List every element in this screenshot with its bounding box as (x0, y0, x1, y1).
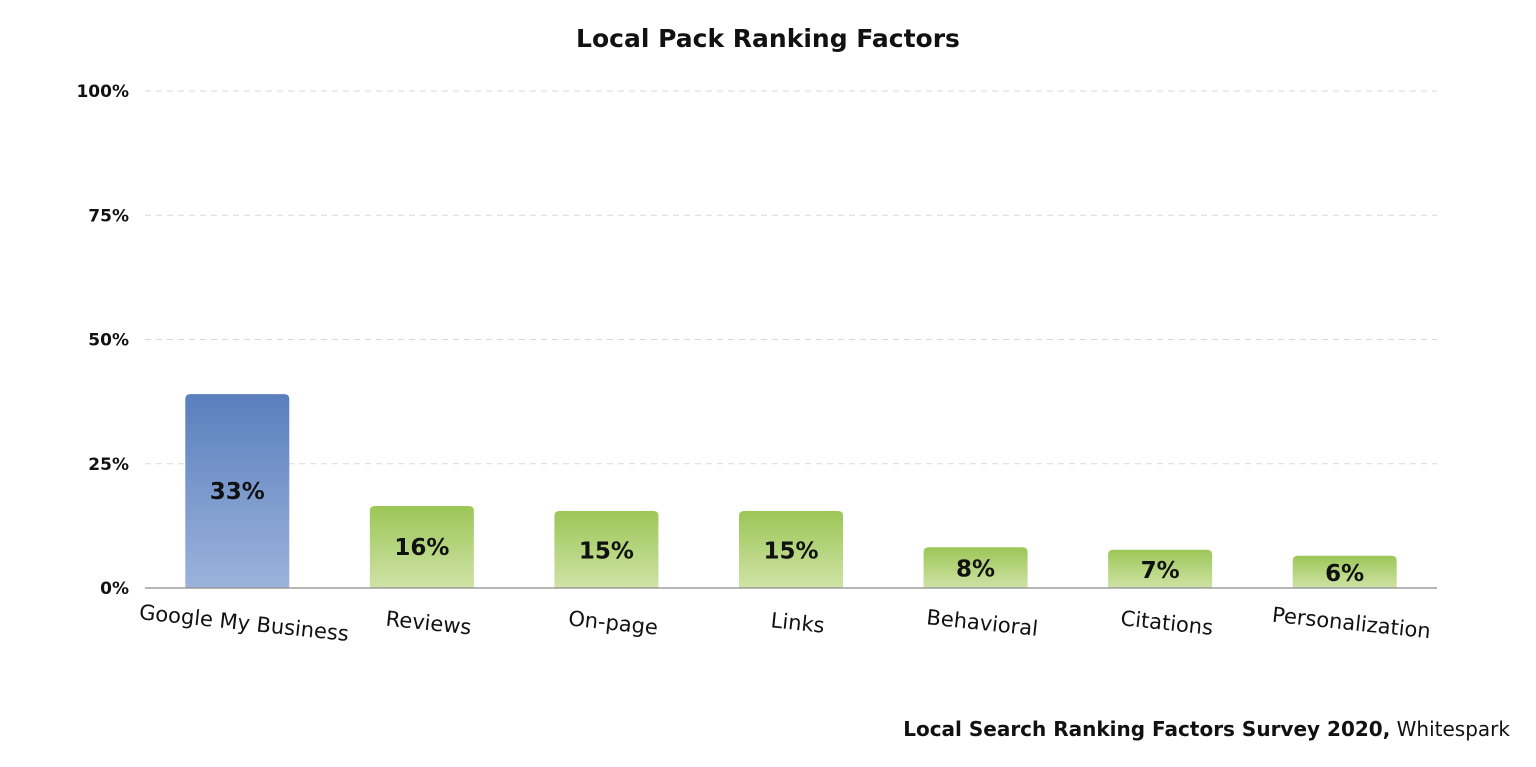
data-label: 16% (394, 535, 449, 561)
y-axis-ticks: 0% 25% 50% 75% 100% (76, 82, 129, 599)
bar (739, 510, 843, 588)
y-tick-label: 25% (88, 455, 129, 475)
category-label: Behavioral (925, 605, 1039, 641)
bar (185, 394, 290, 588)
gridlines (145, 90, 1437, 465)
data-label: 7% (1141, 558, 1180, 584)
data-label: 8% (956, 557, 995, 583)
data-labels: 33% 16% 15% 15% 8% 7% 6% (210, 479, 1364, 587)
chart-title: Local Pack Ranking Factors (576, 24, 960, 53)
bar (554, 510, 659, 588)
bar (923, 547, 1028, 588)
source-title: Local Search Ranking Factors Survey 2020… (903, 717, 1391, 741)
y-tick-label: 50% (88, 331, 129, 351)
y-tick-label: 0% (100, 579, 129, 599)
source-publisher: Whitespark (1396, 717, 1510, 741)
source-caption: Local Search Ranking Factors Survey 2020… (903, 717, 1510, 741)
bars (185, 394, 1397, 588)
data-label: 15% (579, 538, 634, 564)
x-axis-labels: Google My Business Reviews On-page Links Beh… (138, 600, 1432, 646)
bar (369, 505, 474, 588)
data-label: 6% (1325, 561, 1364, 587)
category-label: Reviews (385, 607, 473, 640)
category-label: Google My Business (138, 600, 350, 646)
y-tick-label: 75% (88, 206, 129, 226)
category-label: Personalization (1271, 603, 1432, 644)
data-label: 15% (763, 538, 818, 564)
category-label: Citations (1119, 606, 1214, 640)
category-label: On-page (567, 606, 659, 639)
data-label: 33% (210, 479, 265, 505)
category-label: Links (770, 608, 826, 638)
bar (1108, 549, 1213, 588)
y-tick-label: 100% (76, 82, 129, 102)
bar (1292, 555, 1397, 588)
